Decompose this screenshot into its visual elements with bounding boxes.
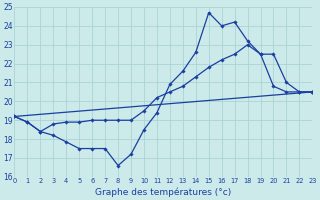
X-axis label: Graphe des températures (°c): Graphe des températures (°c) <box>95 187 232 197</box>
